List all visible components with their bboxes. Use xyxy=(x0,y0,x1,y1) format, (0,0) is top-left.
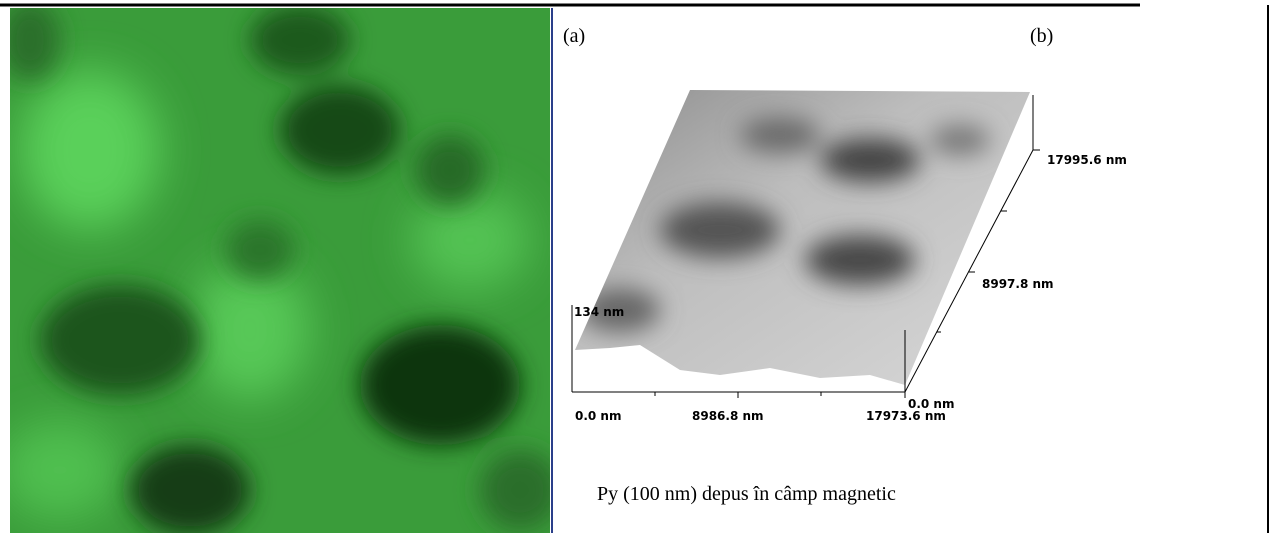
axis-label: 17995.6 nm xyxy=(1047,153,1127,167)
page: (a) (b) 134 nm 0.0 nm 8986.8 nm 17973.6 … xyxy=(0,0,1279,533)
afm-image xyxy=(0,0,560,533)
axis-label: 8986.8 nm xyxy=(692,409,764,423)
surface-plot xyxy=(572,90,1040,398)
panel-label: (a) xyxy=(563,25,585,47)
axis-label: 0.0 nm xyxy=(575,409,621,423)
axis-label: 8997.8 nm xyxy=(982,277,1054,291)
axis-label: 0.0 nm xyxy=(908,397,954,411)
axis-label: 17973.6 nm xyxy=(866,409,946,423)
panel-label: (b) xyxy=(1030,25,1053,47)
figure: (a) (b) 134 nm 0.0 nm 8986.8 nm 17973.6 … xyxy=(0,0,1279,533)
caption: Py (100 nm) depus în câmp magnetic xyxy=(597,483,896,505)
axis-label: 134 nm xyxy=(574,305,624,319)
